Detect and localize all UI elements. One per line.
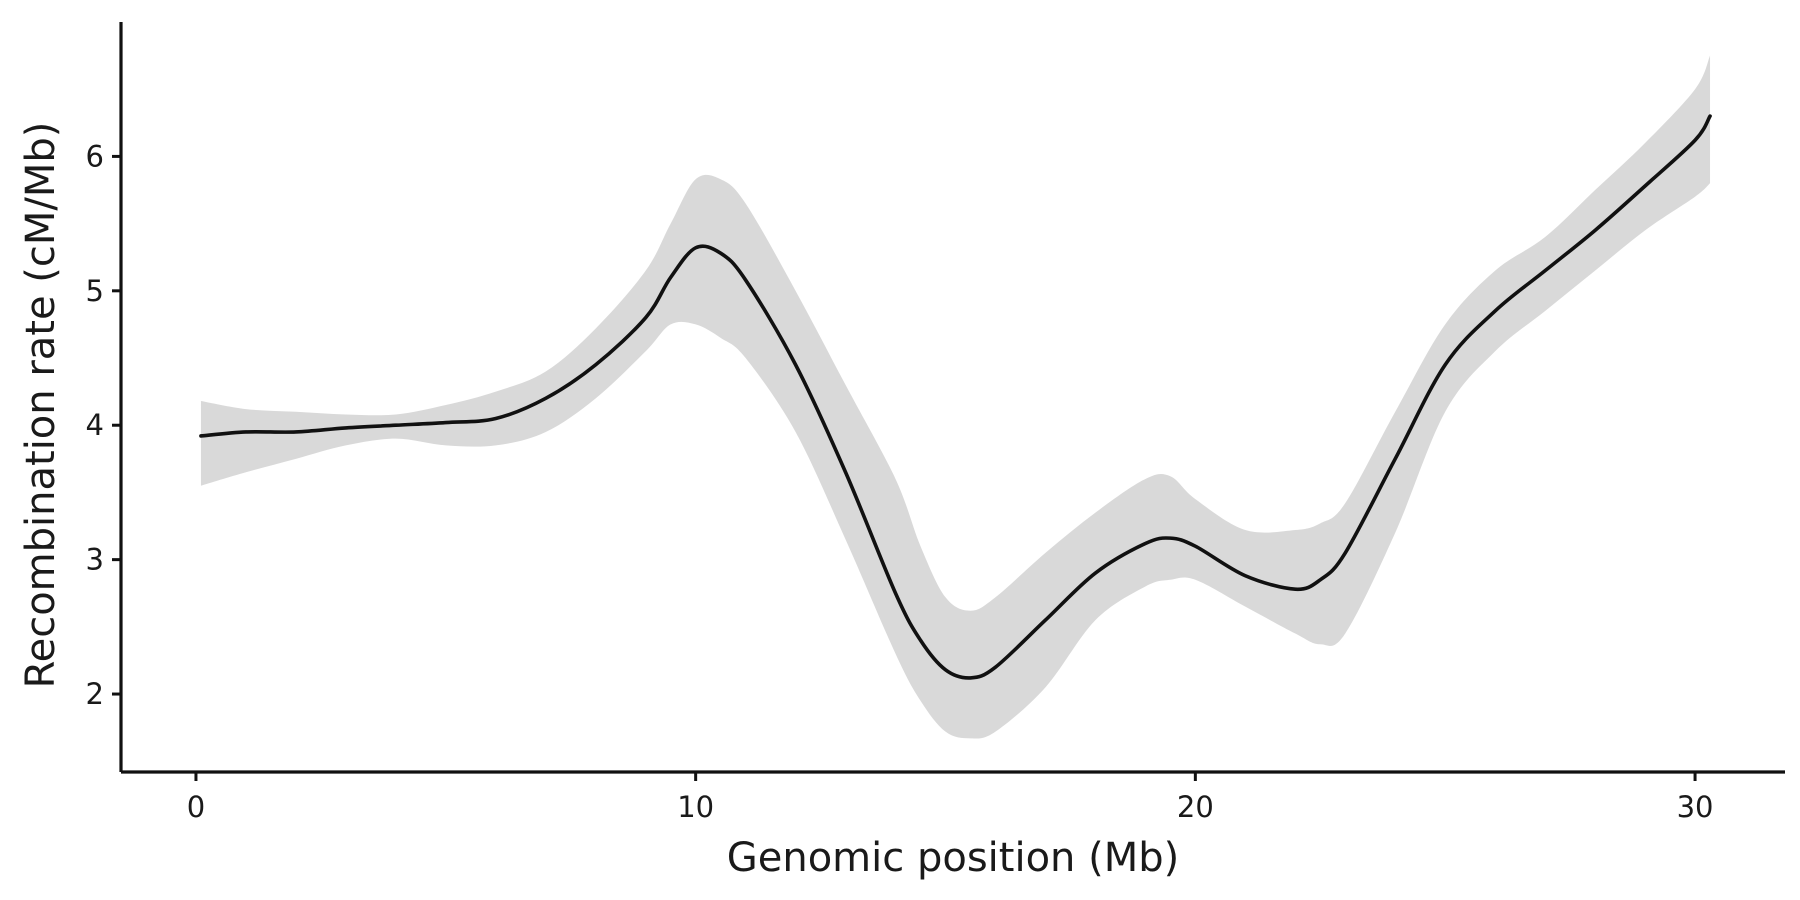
x-tick-label: 30 <box>1677 790 1714 824</box>
y-tick-label: 6 <box>86 139 104 173</box>
y-tick-label: 5 <box>86 274 104 308</box>
x-axis-ticks: 0 10 20 30 <box>187 772 1714 824</box>
y-tick-label: 2 <box>86 677 104 711</box>
x-tick-label: 20 <box>1177 790 1214 824</box>
smoothed-rate-line <box>199 114 1712 680</box>
plot-area <box>199 55 1712 739</box>
x-axis-title: Genomic position (Mb) <box>727 835 1179 881</box>
y-axis-title: Recombination rate (cM/Mb) <box>18 122 64 689</box>
y-tick-label: 4 <box>86 408 104 442</box>
y-axis-ticks: 2 3 4 5 6 <box>86 139 121 711</box>
x-tick-label: 0 <box>187 790 205 824</box>
x-tick-label: 10 <box>677 790 714 824</box>
confidence-ribbon <box>200 55 1711 739</box>
y-tick-label: 3 <box>86 543 104 577</box>
